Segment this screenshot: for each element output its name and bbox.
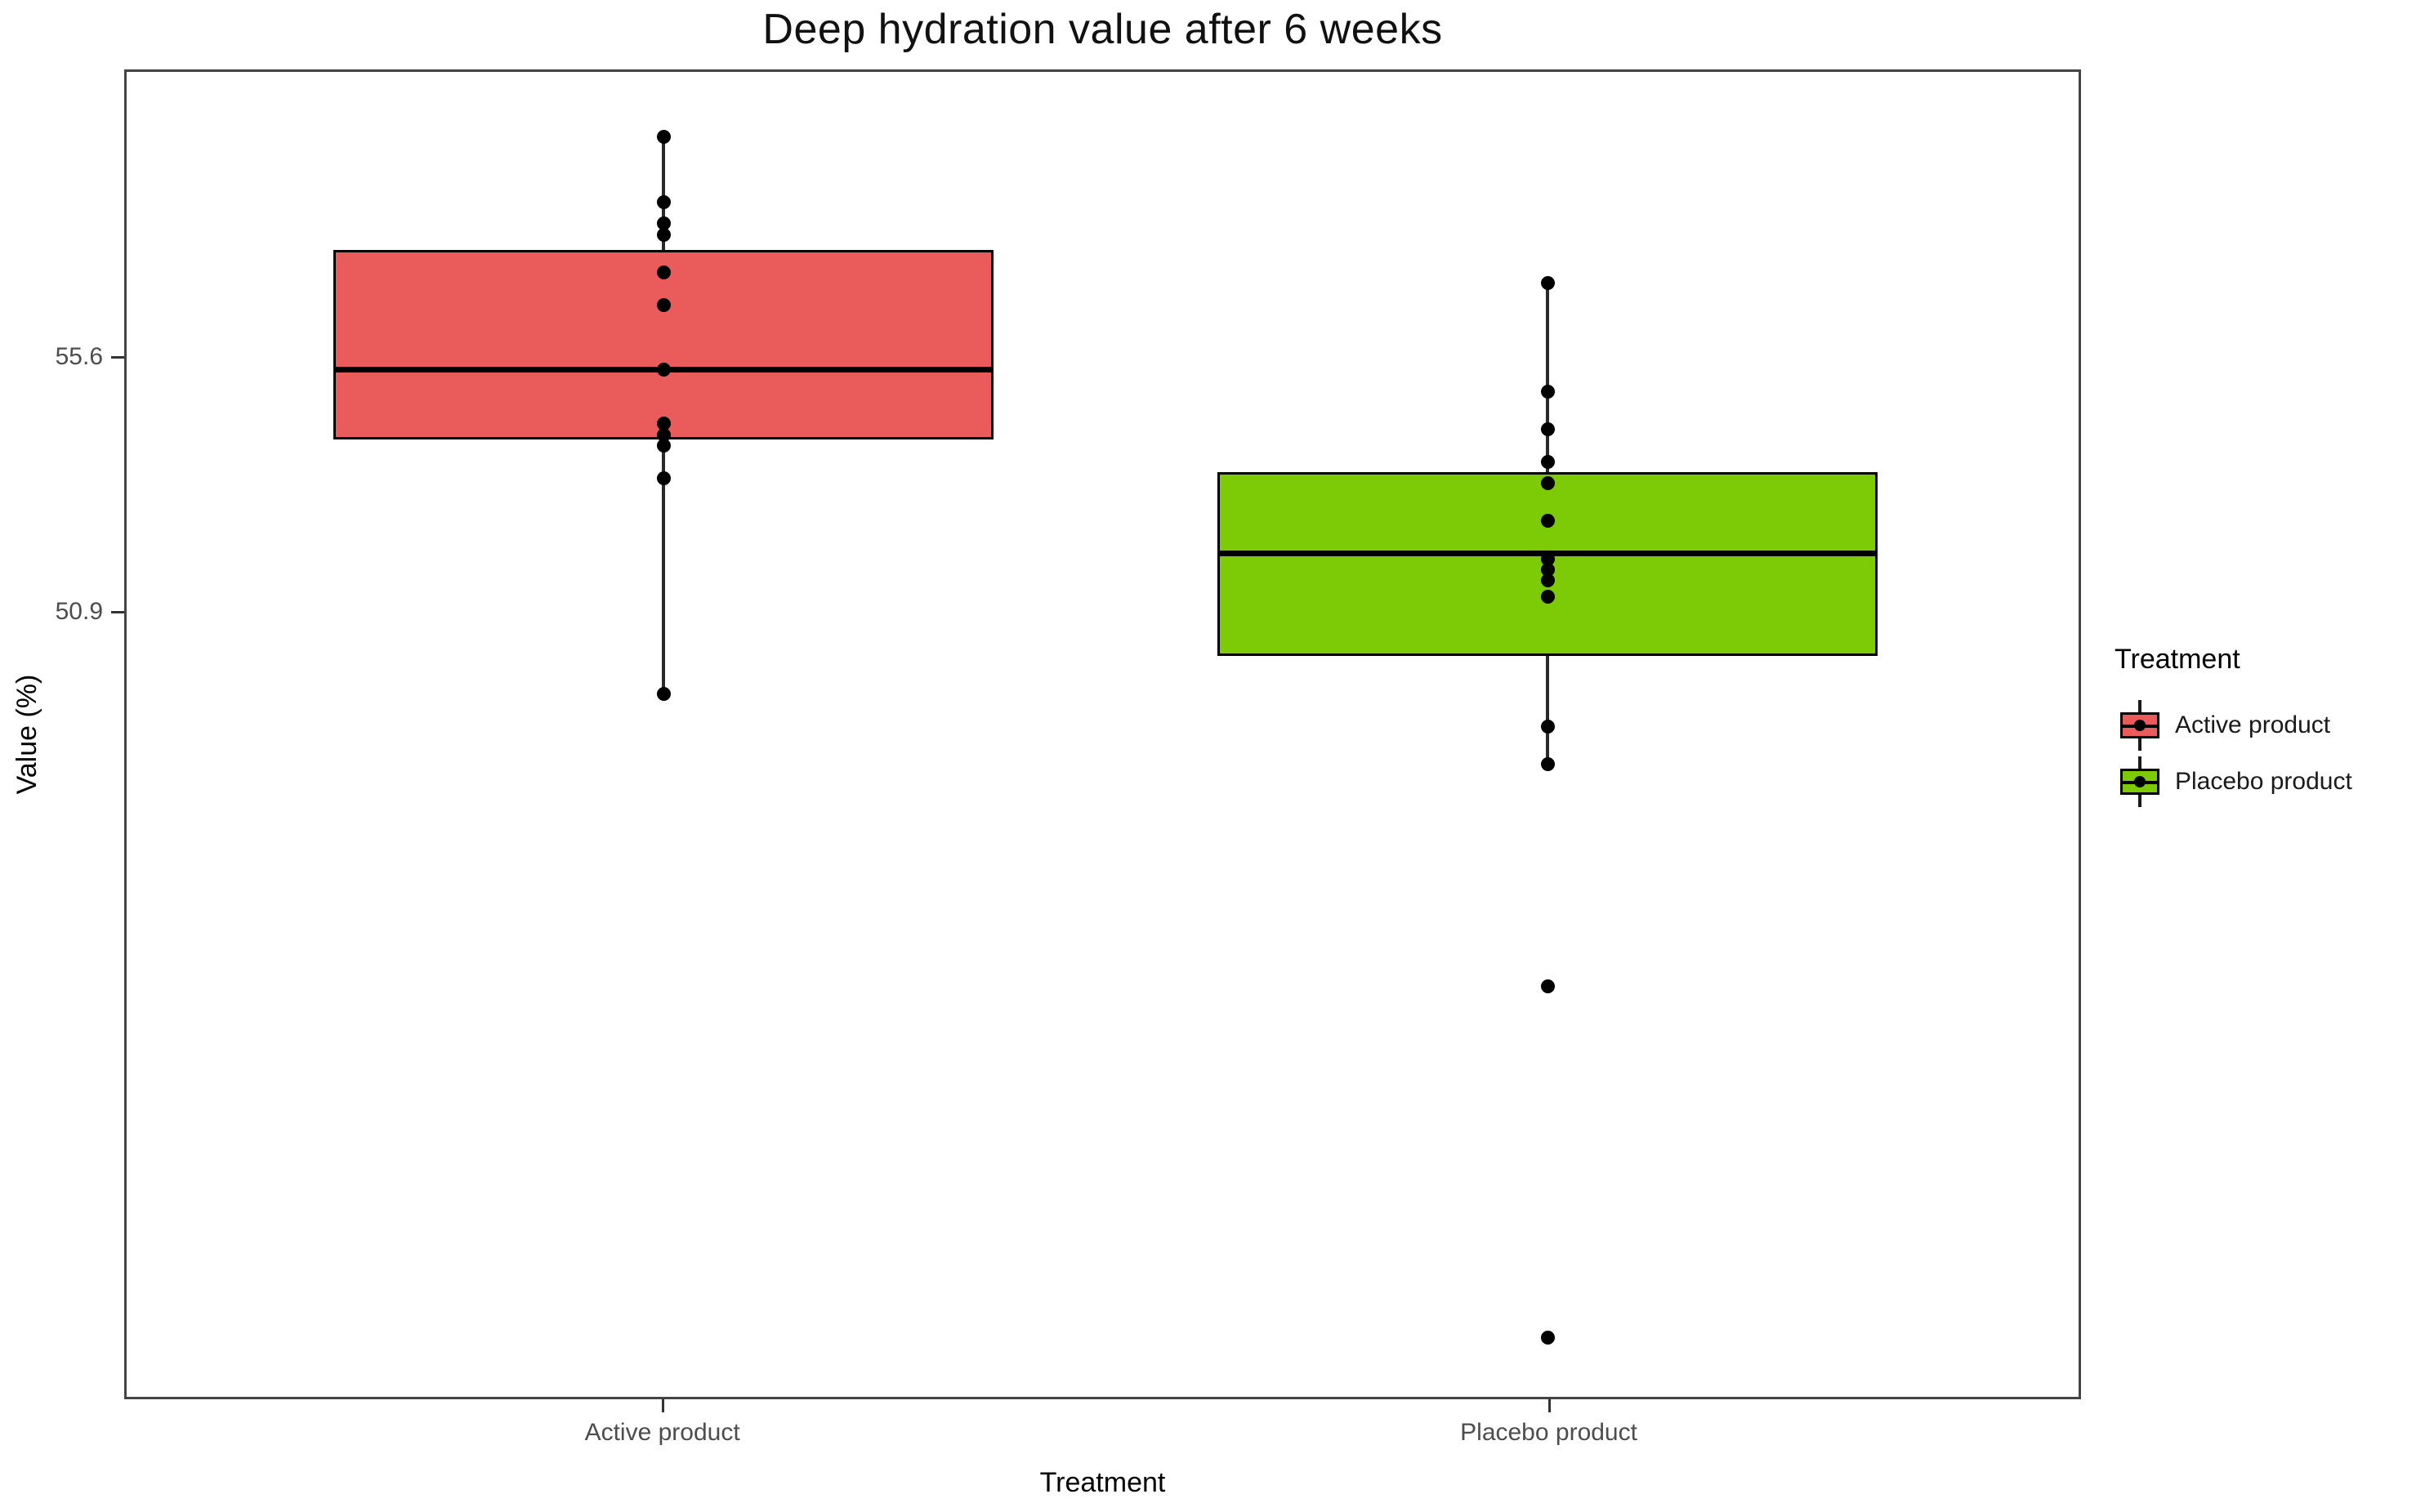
data-point [656,363,671,377]
plot-panel [124,69,2081,1399]
box-active-product [333,250,994,440]
legend-label: Active product [2175,711,2331,738]
y-tick-mark [111,611,124,614]
key-point-dot [2134,775,2146,787]
y-tick-mark [111,356,124,359]
data-point [656,194,671,209]
data-point [1541,563,1556,578]
x-axis-ticks: Active product Placebo product [124,1399,2081,1473]
data-point [1541,514,1556,529]
data-point [1541,573,1556,588]
legend: Treatment Active product Placebo product [2115,644,2425,810]
data-point [656,438,671,453]
data-point [656,417,671,431]
y-tick-label: 50.9 [55,598,103,626]
data-point [1541,384,1556,399]
data-point [1541,590,1556,604]
data-point [1541,757,1556,772]
data-point [656,297,671,312]
data-point [656,216,671,231]
x-tick-mark [1547,1399,1551,1412]
key-point-dot [2134,719,2146,731]
data-point [656,427,671,442]
y-axis-title: Value (%) [11,674,42,795]
data-point [1541,551,1556,566]
legend-title: Treatment [2115,644,2240,675]
legend-entry-active-product: Active product [2115,697,2425,753]
data-point [656,130,671,145]
data-point [1541,979,1556,993]
chart-title: Deep hydration value after 6 weeks [762,6,1443,53]
data-point [1541,1331,1556,1345]
data-point [1541,421,1556,436]
legend-entry-placebo-product: Placebo product [2115,753,2425,810]
x-tick-mark [661,1399,664,1412]
data-point [656,265,671,279]
data-point [1541,276,1556,291]
data-point [656,471,671,485]
data-point [1541,476,1556,491]
legend-label: Placebo product [2175,767,2352,795]
data-point [656,687,671,702]
boxplot-key-icon [2115,756,2165,807]
y-tick-label: 55.6 [55,343,103,371]
boxplot-key-icon [2115,699,2165,751]
x-tick-label: Placebo product [1460,1419,1637,1446]
x-axis-title: Treatment [1039,1467,1166,1498]
key-box [2120,768,2159,795]
y-axis-ticks: 55.6 50.9 [0,69,124,1399]
x-tick-label: Active product [584,1419,740,1446]
data-point [1541,720,1556,734]
data-point [1541,454,1556,469]
data-point [656,227,671,242]
